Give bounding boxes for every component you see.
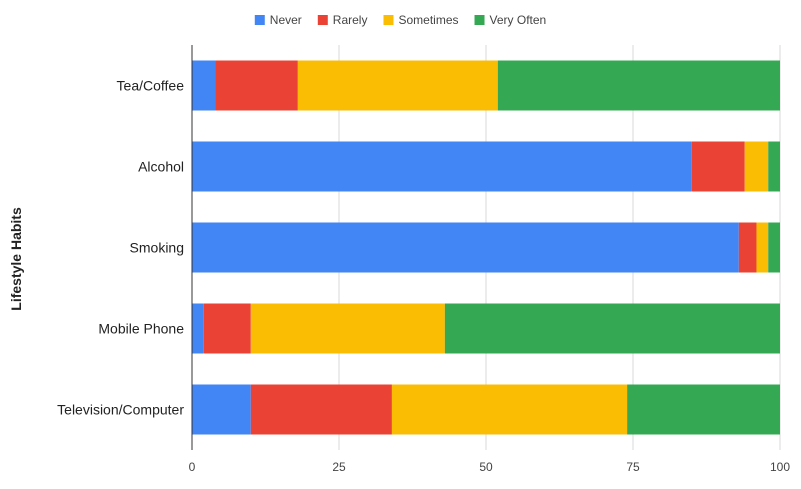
legend-item-sometimes[interactable]: Sometimes <box>383 13 459 27</box>
bar-smoking-sometimes <box>756 222 769 273</box>
category-label-mobile-phone: Mobile Phone <box>98 321 184 337</box>
bar-alcohol-very-often <box>768 141 780 192</box>
bar-tea-coffee-sometimes <box>297 60 498 111</box>
bar-alcohol-rarely <box>691 141 745 192</box>
legend-label-never: Never <box>270 13 302 27</box>
legend-swatch-rarely <box>317 15 328 25</box>
bar-tea-coffee-very-often <box>497 60 780 111</box>
legend-label-sometimes: Sometimes <box>398 13 458 27</box>
legend-item-rarely[interactable]: Rarely <box>317 13 368 27</box>
x-tick-label-75: 75 <box>626 460 640 474</box>
x-tick-label-0: 0 <box>189 460 196 474</box>
bar-tea-coffee-never <box>192 60 216 111</box>
bar-mobile-phone-sometimes <box>250 303 445 354</box>
bar-television-computer-very-often <box>627 384 780 435</box>
bar-mobile-phone-very-often <box>444 303 780 354</box>
category-label-tea-coffee: Tea/Coffee <box>117 78 185 94</box>
bar-tea-coffee-rarely <box>215 60 298 111</box>
x-tick-label-50: 50 <box>479 460 493 474</box>
x-tick-label-100: 100 <box>770 460 790 474</box>
bar-smoking-very-often <box>768 222 780 273</box>
bar-alcohol-never <box>192 141 692 192</box>
bar-television-computer-rarely <box>250 384 392 435</box>
category-labels: Tea/Coffee Alcohol Smoking Mobile Phone Tele… <box>57 78 184 418</box>
bar-smoking-rarely <box>738 222 757 273</box>
legend: Never Rarely Sometimes Very Often <box>254 13 547 27</box>
category-label-alcohol: Alcohol <box>138 159 184 175</box>
bar-mobile-phone-rarely <box>203 303 251 354</box>
x-tick-label-25: 25 <box>332 460 346 474</box>
category-label-smoking: Smoking <box>130 240 184 256</box>
legend-label-rarely: Rarely <box>333 13 368 27</box>
legend-item-very-often[interactable]: Very Often <box>474 13 547 27</box>
bar-television-computer-sometimes <box>391 384 628 435</box>
bar-mobile-phone-never <box>192 303 204 354</box>
bar-alcohol-sometimes <box>744 141 769 192</box>
legend-label-very-often: Very Often <box>490 13 547 27</box>
legend-item-never[interactable]: Never <box>254 13 302 27</box>
legend-swatch-never <box>254 15 265 25</box>
bars <box>192 60 780 435</box>
y-axis-title: Lifestyle Habits <box>8 207 24 311</box>
x-axis-ticks: 0 25 50 75 100 <box>189 460 791 474</box>
legend-swatch-very-often <box>474 15 485 25</box>
legend-swatch-sometimes <box>383 15 394 25</box>
bar-smoking-never <box>192 222 739 273</box>
category-label-television-computer: Television/Computer <box>57 402 184 418</box>
bar-television-computer-never <box>192 384 251 435</box>
